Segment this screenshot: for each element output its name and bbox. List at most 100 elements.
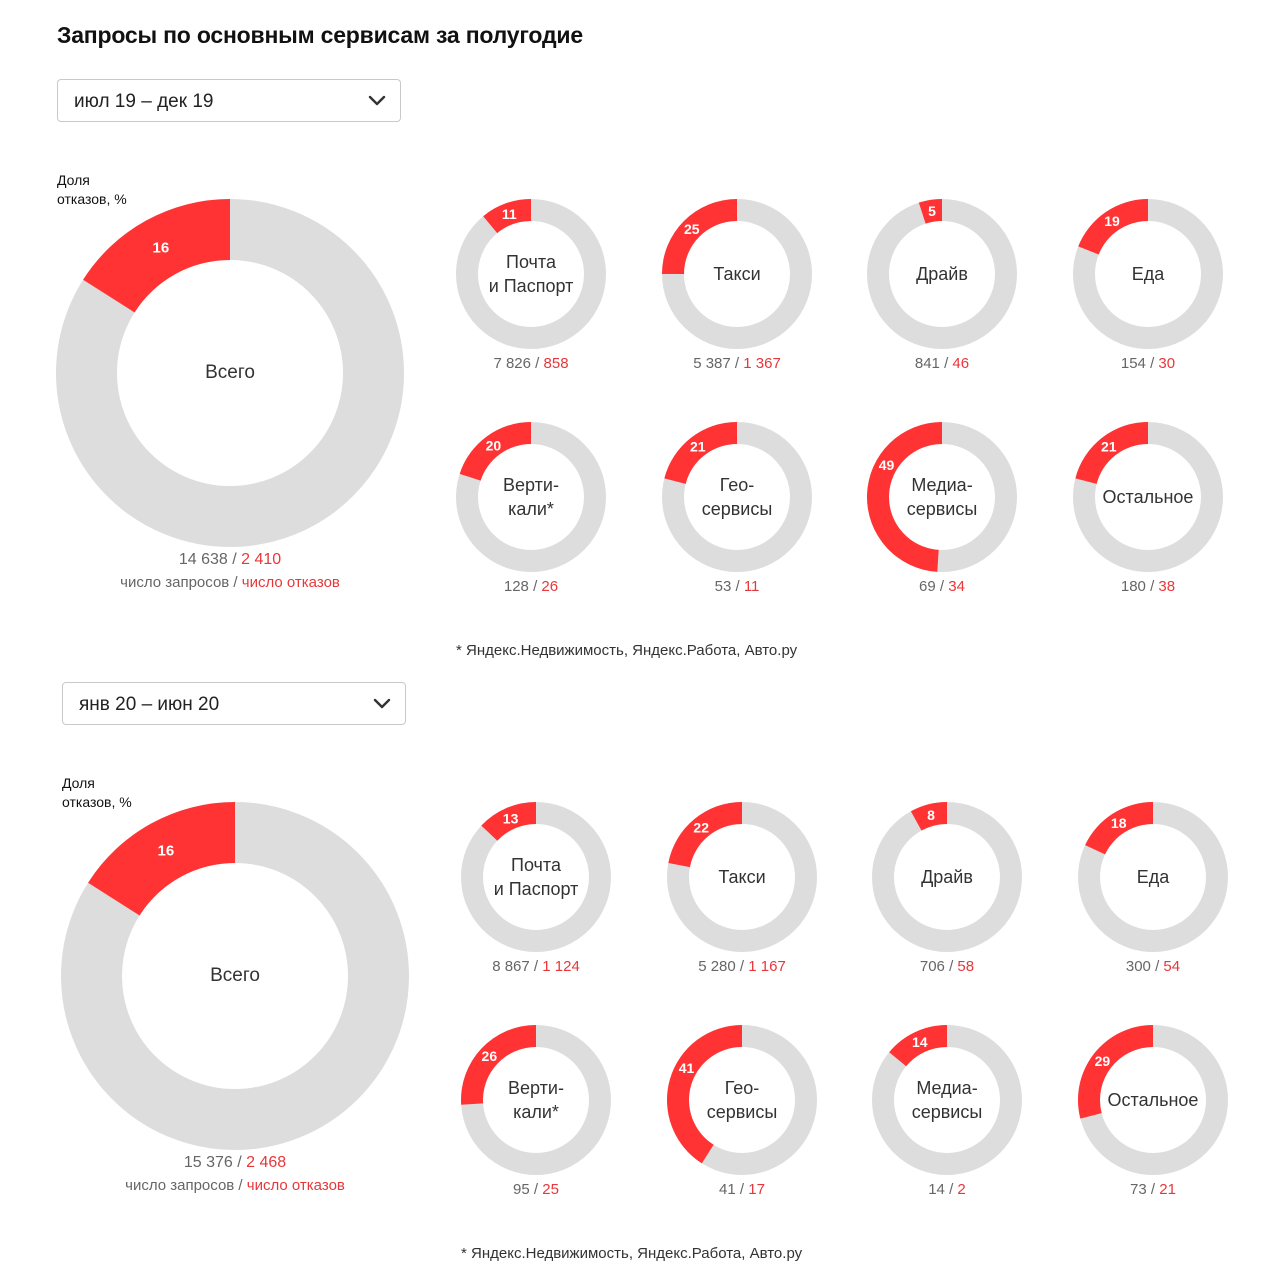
share-label-line-1: Доля — [57, 172, 90, 188]
total-requests-value: 15 376 — [183, 1154, 233, 1171]
legend-requests-label: число запросов — [120, 574, 230, 591]
service-2-share-label: 22 — [693, 820, 709, 836]
total-name: Всего — [150, 361, 310, 385]
legend-separator: / — [229, 574, 242, 591]
service-2-refusal-arc — [668, 802, 742, 868]
service-3-donut: 8 — [872, 802, 1022, 952]
service-7-donut: 14 — [872, 1025, 1022, 1175]
service-4-donut: 19 — [1073, 199, 1223, 349]
period-select[interactable]: янв 20 – июн 20 — [62, 682, 406, 725]
service-1-name-line-2: и Паспорт — [488, 276, 574, 296]
service-7-share-label: 49 — [879, 457, 895, 473]
service-6-separator: / — [735, 1181, 749, 1198]
service-2-name: Такси — [657, 262, 817, 286]
service-7-counts: 69 / 34 — [852, 578, 1032, 595]
service-4-refusal-arc — [1078, 199, 1148, 255]
service-2-requests-value: 5 387 — [693, 355, 731, 372]
service-7-refusals-value: 34 — [948, 578, 965, 595]
service-3-refusal-arc — [910, 802, 947, 831]
total-share-label: 16 — [158, 843, 175, 860]
service-6-refusal-arc — [664, 422, 737, 484]
service-4-donut: 18 — [1078, 802, 1228, 952]
service-5-refusals-value: 26 — [541, 578, 559, 595]
service-7-requests-value: 69 — [919, 578, 936, 595]
service-5-requests-value: 95 — [513, 1181, 530, 1198]
service-3-refusal-arc — [918, 199, 942, 224]
service-7-counts: 14 / 2 — [857, 1181, 1037, 1198]
service-6-separator: / — [731, 578, 744, 595]
service-1-requests-value: 8 867 — [492, 958, 530, 975]
service-2-name-line-1: Такси — [718, 867, 766, 887]
service-2-refusals-value: 1 167 — [748, 958, 786, 975]
period-select[interactable]: июл 19 – дек 19 — [57, 79, 401, 122]
service-1-donut: 13 — [461, 802, 611, 952]
legend-separator: / — [234, 1177, 247, 1194]
service-5-separator: / — [529, 1181, 543, 1198]
chevron-down-icon[interactable] — [373, 697, 391, 711]
period-section-1: июл 19 – дек 19 Доля отказов, % 16 Всего 14 6… — [0, 79, 1280, 679]
service-2-counts: 5 387 / 1 367 — [647, 355, 827, 372]
total-name: Всего — [155, 964, 315, 988]
service-3-donut: 5 — [867, 199, 1017, 349]
period-select-value: янв 20 – июн 20 — [79, 694, 220, 715]
footnote: * Яндекс.Недвижимость, Яндекс.Работа, Ав… — [456, 642, 798, 659]
service-6-name: Гео-сервисы — [657, 473, 817, 521]
service-1-refusal-arc — [483, 199, 531, 234]
service-2-name-line-1: Такси — [713, 264, 761, 284]
service-5-refusals-value: 25 — [542, 1181, 559, 1198]
period-section-2: янв 20 – июн 20 Доля отказов, % 16 Всего 15 3… — [0, 682, 1280, 1282]
share-label-line-2: отказов, % — [62, 794, 132, 810]
service-1-refusal-arc — [481, 802, 536, 841]
service-6-counts: 53 / 11 — [647, 578, 827, 595]
service-8-name: Остальное — [1073, 1088, 1233, 1112]
service-3-separator: / — [939, 355, 953, 372]
service-4-name: Еда — [1068, 262, 1228, 286]
service-7-donut: 49 — [867, 422, 1017, 572]
service-5-share-label: 26 — [482, 1048, 498, 1064]
service-3-requests-value: 841 — [914, 355, 940, 372]
service-3-share-label: 8 — [927, 807, 935, 823]
service-6-share-label: 41 — [679, 1060, 695, 1076]
service-2-donut: 25 — [662, 199, 812, 349]
service-1-share-label: 11 — [502, 206, 517, 222]
share-label-line-1: Доля — [62, 775, 95, 791]
service-5-counts: 128 / 26 — [441, 578, 621, 595]
service-8-requests-value: 180 — [1120, 578, 1146, 595]
service-3-name: Драйв — [867, 865, 1027, 889]
service-7-requests-value: 14 — [928, 1181, 945, 1198]
service-8-counts: 180 / 38 — [1058, 578, 1238, 595]
service-1-refusals-value: 858 — [543, 355, 569, 372]
service-7-refusal-arc — [867, 422, 942, 572]
service-8-name: Остальное — [1068, 485, 1228, 509]
share-label-line-2: отказов, % — [57, 191, 127, 207]
service-6-share-label: 21 — [690, 438, 706, 454]
service-8-refusals-value: 21 — [1159, 1181, 1176, 1198]
service-5-separator: / — [528, 578, 542, 595]
service-8-share-label: 29 — [1095, 1053, 1111, 1069]
service-1-donut: 11 — [456, 199, 606, 349]
service-3-name: Драйв — [862, 262, 1022, 286]
legend-refusals-label: число отказов — [246, 1177, 345, 1194]
service-8-refusal-arc — [1078, 1025, 1153, 1119]
total-separator: / — [227, 551, 242, 568]
service-4-counts: 300 / 54 — [1063, 958, 1243, 975]
service-5-name-line-2: кали* — [513, 1102, 559, 1122]
service-5-name: Верти-кали* — [456, 1076, 616, 1124]
total-donut: 16 — [56, 199, 404, 547]
service-6-requests-value: 53 — [714, 578, 732, 595]
service-2-separator: / — [735, 958, 749, 975]
service-2-donut: 22 — [667, 802, 817, 952]
chevron-down-icon[interactable] — [368, 94, 386, 108]
service-2-separator: / — [730, 355, 744, 372]
service-7-separator: / — [935, 578, 949, 595]
service-5-donut: 20 — [456, 422, 606, 572]
service-4-separator: / — [1145, 355, 1159, 372]
service-2-refusal-arc — [662, 199, 737, 274]
service-3-refusals-value: 46 — [952, 355, 970, 372]
service-7-refusal-arc — [889, 1025, 947, 1067]
service-6-donut: 41 — [667, 1025, 817, 1175]
service-4-refusal-arc — [1085, 802, 1153, 855]
service-7-name: Медиа-сервисы — [862, 473, 1022, 521]
service-2-share-label: 25 — [684, 221, 700, 237]
legend-requests-label: число запросов — [125, 1177, 235, 1194]
